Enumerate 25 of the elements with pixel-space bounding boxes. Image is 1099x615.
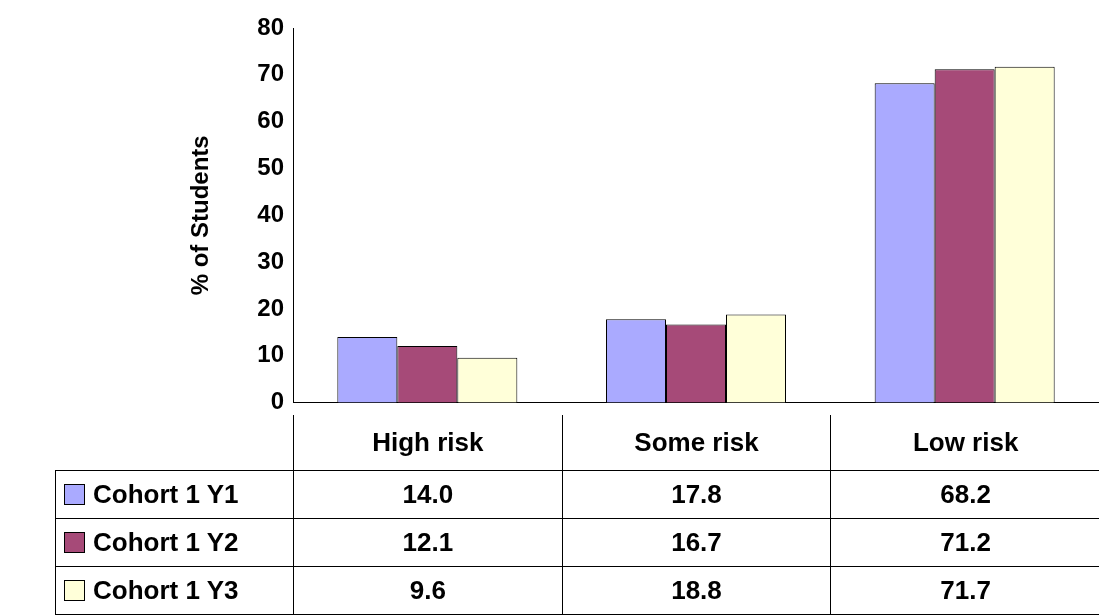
- y-axis-title: % of Students: [186, 135, 214, 296]
- x-tick-label: Low risk: [830, 415, 1099, 471]
- y-tick-label: 60: [257, 106, 284, 134]
- y-tick-label: 0: [270, 387, 284, 415]
- legend-label: Cohort 1 Y1: [93, 479, 239, 510]
- y-tick-label: 80: [257, 12, 284, 40]
- y-tick-label: 10: [257, 340, 284, 368]
- legend-label: Cohort 1 Y3: [93, 575, 239, 606]
- data-label: 16.7: [561, 518, 832, 567]
- data-label: 9.6: [293, 566, 563, 615]
- data-label: 18.8: [561, 566, 832, 615]
- x-tick-label: Some risk: [561, 415, 832, 471]
- y-tick-label: 30: [257, 246, 284, 274]
- data-label: 17.8: [561, 470, 832, 519]
- x-tick-label: High risk: [293, 415, 563, 471]
- data-label: 68.2: [830, 470, 1099, 519]
- data-label: 71.7: [830, 566, 1099, 615]
- y-tick-label: 40: [257, 199, 284, 227]
- data-label: 14.0: [293, 470, 563, 519]
- legend-label: Cohort 1 Y2: [93, 527, 239, 558]
- y-tick-label: 70: [257, 59, 284, 87]
- data-label: 71.2: [830, 518, 1099, 567]
- y-tick-label: 50: [257, 153, 284, 181]
- data-label: 12.1: [293, 518, 563, 567]
- y-tick-label: 20: [257, 293, 284, 321]
